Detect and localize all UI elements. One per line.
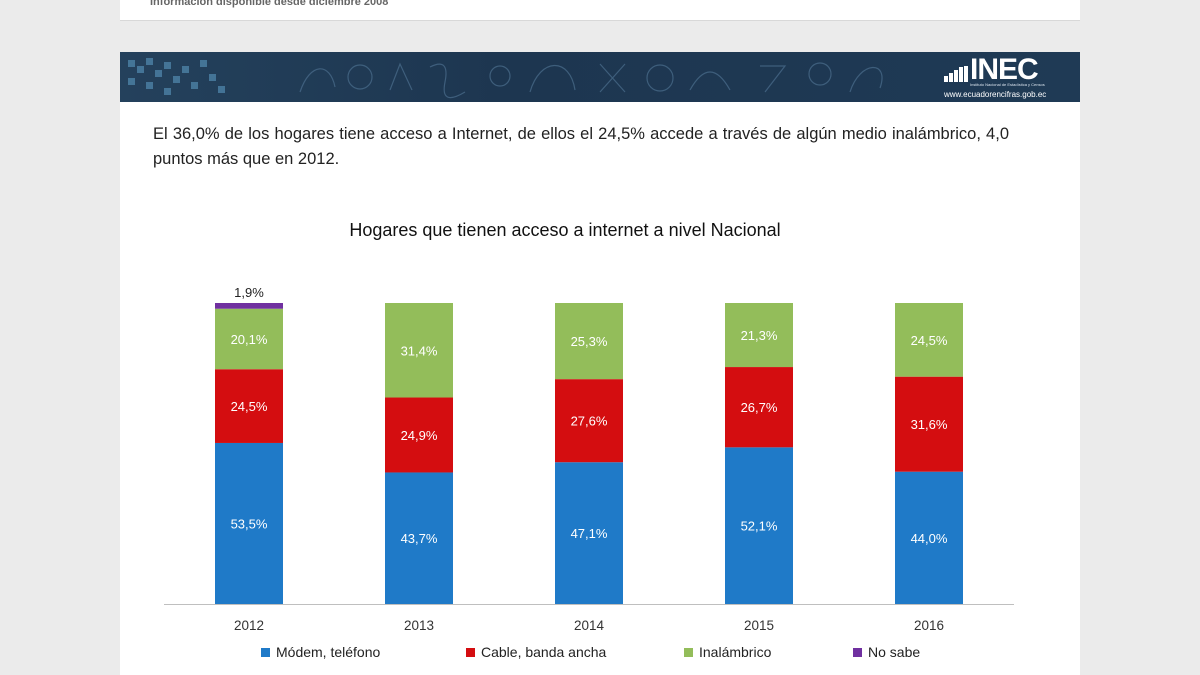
stacked-bar-chart: 53,5% 24,5% 20,1% 1,9% 2012 43,7% 24,9% 31,4% 20… bbox=[164, 285, 1014, 633]
legend-swatch-2 bbox=[684, 648, 693, 657]
data-label-2012-1: 24,5% bbox=[231, 399, 268, 414]
bar-segment-2016-1 bbox=[895, 376, 963, 472]
x-tick-label-2012: 2012 bbox=[234, 618, 264, 633]
legend-label-3: No sabe bbox=[868, 644, 921, 660]
bar-segment-2013-1 bbox=[385, 397, 453, 473]
legend-swatch-0 bbox=[261, 648, 270, 657]
legend-label-0: Módem, teléfono bbox=[276, 644, 381, 660]
header-banner: INEC Instituto Nacional de Estadística y… bbox=[120, 52, 1080, 102]
banner-pattern bbox=[128, 58, 883, 99]
legend-swatch-1 bbox=[466, 648, 475, 657]
data-label-2012-2: 20,1% bbox=[231, 332, 268, 347]
data-label-2013-2: 31,4% bbox=[401, 343, 438, 358]
logo-brand: INEC bbox=[970, 53, 1039, 86]
data-label-2015-2: 21,3% bbox=[741, 328, 778, 343]
bar-segment-2012-1 bbox=[215, 369, 283, 443]
legend-label-1: Cable, banda ancha bbox=[481, 644, 607, 660]
data-label-2016-1: 31,6% bbox=[911, 417, 948, 432]
intro-paragraph: El 36,0% de los hogares tiene acceso a I… bbox=[153, 125, 1009, 168]
x-tick-label-2015: 2015 bbox=[744, 618, 774, 633]
bar-segment-2016-2 bbox=[895, 303, 963, 377]
data-label-2012-0: 53,5% bbox=[231, 516, 268, 531]
legend-swatch-3 bbox=[853, 648, 862, 657]
data-label-2015-1: 26,7% bbox=[741, 400, 778, 415]
legend-item-1: Cable, banda ancha bbox=[466, 644, 606, 660]
bar-segment-2016-0 bbox=[895, 471, 963, 604]
x-tick-label-2014: 2014 bbox=[574, 618, 605, 633]
bar-segment-2015-1 bbox=[725, 367, 793, 448]
data-label-2013-0: 43,7% bbox=[401, 531, 438, 546]
previous-slide-text: Información disponible desde diciembre 2… bbox=[150, 0, 389, 8]
bar-segment-2012-0 bbox=[215, 442, 283, 604]
legend-label-2: Inalámbrico bbox=[699, 644, 772, 660]
x-tick-label-2013: 2013 bbox=[404, 618, 434, 633]
legend-item-2: Inalámbrico bbox=[684, 644, 771, 660]
data-label-2015-0: 52,1% bbox=[741, 519, 778, 534]
logo-tagline: Instituto Nacional de Estadística y Cens… bbox=[970, 82, 1045, 87]
bar-segment-2014-1 bbox=[555, 379, 623, 463]
x-tick-label-2016: 2016 bbox=[914, 618, 944, 633]
data-label-2016-0: 44,0% bbox=[911, 531, 948, 546]
bar-segment-2013-2 bbox=[385, 303, 453, 398]
slide: INEC Instituto Nacional de Estadística y… bbox=[120, 52, 1080, 675]
logo-url: www.ecuadorencifras.gob.ec bbox=[944, 90, 1047, 99]
bar-segment-2012-3 bbox=[215, 303, 283, 309]
data-label-2013-1: 24,9% bbox=[401, 428, 438, 443]
data-label-2014-2: 25,3% bbox=[571, 334, 608, 349]
chart-title: Hogares que tienen acceso a internet a n… bbox=[349, 220, 781, 240]
bar-segment-2013-0 bbox=[385, 472, 453, 604]
data-label-2014-0: 47,1% bbox=[571, 526, 608, 541]
data-label-2012-3: 1,9% bbox=[234, 285, 264, 300]
data-label-2016-2: 24,5% bbox=[911, 333, 948, 348]
logo-bars-icon bbox=[944, 66, 968, 82]
bar-segment-2015-2 bbox=[725, 303, 793, 368]
previous-slide-strip: Información disponible desde diciembre 2… bbox=[120, 0, 1080, 21]
legend-item-3: No sabe bbox=[853, 644, 920, 660]
bar-segment-2014-0 bbox=[555, 462, 623, 604]
chart-legend: Módem, teléfono Cable, banda ancha Inalámb… bbox=[120, 644, 1080, 664]
data-label-2014-1: 27,6% bbox=[571, 414, 608, 429]
bar-segment-2015-0 bbox=[725, 447, 793, 604]
inec-logo: INEC Instituto Nacional de Estadística y… bbox=[944, 53, 1054, 100]
legend-item-0: Módem, teléfono bbox=[261, 644, 380, 660]
bar-segment-2012-2 bbox=[215, 308, 283, 370]
bar-segment-2014-2 bbox=[555, 303, 623, 380]
